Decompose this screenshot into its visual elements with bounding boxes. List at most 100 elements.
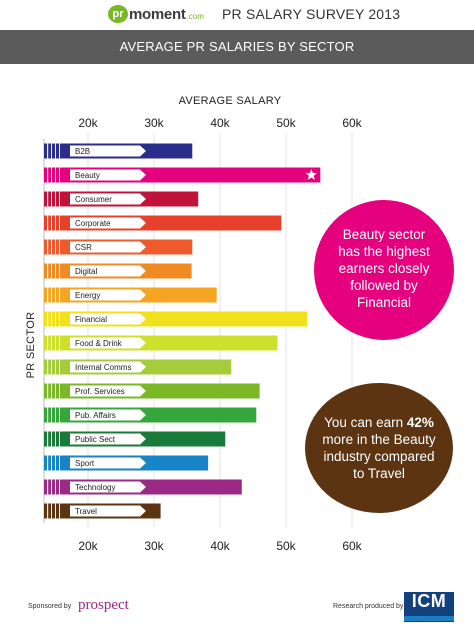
bar-label-beauty: Beauty xyxy=(75,171,100,180)
bar-stripe xyxy=(47,383,49,399)
x-tick-label-top: 30k xyxy=(144,116,164,130)
x-tick-label-top: 20k xyxy=(78,116,98,130)
bar-stripe xyxy=(51,503,52,519)
bar-stripe xyxy=(47,455,49,471)
bar-label-digital: Digital xyxy=(75,267,97,276)
travel-callout-body: You can earn 42% more in the Beauty indu… xyxy=(319,414,439,482)
bar-stripe xyxy=(47,503,49,519)
bar-label-tag xyxy=(70,505,146,517)
icm-logo-stripe xyxy=(404,616,454,621)
bar-label-tag xyxy=(70,145,146,157)
survey-title: PR SALARY SURVEY 2013 xyxy=(222,6,401,22)
star-icon xyxy=(305,169,317,180)
bar-stripe xyxy=(47,239,49,255)
bar-stripe xyxy=(55,167,56,183)
bar-stripe xyxy=(47,407,49,423)
logo-dotcom: .com xyxy=(186,12,204,21)
bar-stripe xyxy=(47,143,49,159)
bar-label-food-drink: Food & Drink xyxy=(75,339,123,348)
bar-stripe xyxy=(51,335,52,351)
bar-stripe xyxy=(51,191,52,207)
bar-label-tag xyxy=(70,409,146,421)
bar-stripe xyxy=(55,263,56,279)
bar-label-travel: Travel xyxy=(75,507,97,516)
bar-stripe xyxy=(55,311,56,327)
bar-label-public-sect: Public Sect xyxy=(75,435,116,444)
bar-label-pub-affairs: Pub. Affairs xyxy=(75,411,116,420)
sponsored-label: Sponsored by xyxy=(28,603,72,610)
bar-label-tag xyxy=(70,313,146,325)
prospect-logo[interactable]: prospect xyxy=(78,597,129,613)
bar-label-tag xyxy=(70,361,146,373)
bar-stripe xyxy=(55,479,56,495)
x-tick-label-top: 60k xyxy=(342,116,362,130)
bar-stripe xyxy=(55,503,56,519)
travel-callout-pre: You can earn xyxy=(324,415,407,430)
bar-label-tag xyxy=(70,385,146,397)
bar-stripe xyxy=(51,359,52,375)
y-axis-title: PR SECTOR xyxy=(25,312,37,379)
bar-stripe xyxy=(59,167,60,183)
logo-pr-badge: pr xyxy=(108,5,128,23)
x-tick-label-top: 50k xyxy=(276,116,296,130)
x-axis-title: AVERAGE SALARY xyxy=(179,95,282,107)
bar-stripe xyxy=(47,191,49,207)
bar-stripe xyxy=(51,431,52,447)
bar-stripe xyxy=(47,263,49,279)
travel-callout-post: more in the Beauty industry compared to … xyxy=(322,432,436,481)
prmoment-logo[interactable]: pr moment .com xyxy=(108,2,204,26)
x-tick-label-bottom: 30k xyxy=(144,539,164,553)
travel-callout-pct: 42% xyxy=(406,415,434,430)
bar-stripe xyxy=(55,455,56,471)
bar-label-tag xyxy=(70,169,146,181)
research-label: Research produced by xyxy=(333,603,404,610)
bar-stripe xyxy=(51,455,52,471)
bar-label-tag xyxy=(70,193,146,205)
bar-label-tag xyxy=(70,457,146,469)
bar-stripe xyxy=(59,239,60,255)
bar-stripe xyxy=(51,311,52,327)
beauty-callout-bubble xyxy=(314,200,454,340)
bar-label-tag xyxy=(70,217,146,229)
bar-stripe xyxy=(59,407,60,423)
bar-stripe xyxy=(51,383,52,399)
x-tick-label-bottom: 40k xyxy=(210,539,230,553)
bar-stripe xyxy=(59,287,60,303)
bar-stripe xyxy=(51,239,52,255)
bar-label-b2b: B2B xyxy=(75,147,90,156)
x-tick-label-bottom: 60k xyxy=(342,539,362,553)
bar-stripe xyxy=(55,239,56,255)
bar-label-prof-services: Prof. Services xyxy=(75,387,125,396)
bar-label-corporate: Corporate xyxy=(75,219,111,228)
bar-stripe xyxy=(51,215,52,231)
bar-stripe xyxy=(59,263,60,279)
bar-stripe xyxy=(47,287,49,303)
x-tick-label-top: 40k xyxy=(210,116,230,130)
bar-stripe xyxy=(47,215,49,231)
bar-label-csr: CSR xyxy=(75,243,92,252)
travel-callout-text: You can earn 42% more in the Beauty indu… xyxy=(305,396,453,500)
bar-label-sport: Sport xyxy=(75,459,95,468)
bar-stripe xyxy=(47,359,49,375)
beauty-callout-label: Beauty sector has the highest earners cl… xyxy=(338,226,430,310)
bar-stripe xyxy=(51,287,52,303)
bar-stripe xyxy=(55,359,56,375)
bar-label-consumer: Consumer xyxy=(75,195,112,204)
bar-stripe xyxy=(51,263,52,279)
bar-label-financial: Financial xyxy=(75,315,107,324)
bar-stripe xyxy=(47,311,49,327)
bar-stripe xyxy=(59,503,60,519)
bar-stripe xyxy=(55,215,56,231)
beauty-callout-text: Beauty sector has the highest earners cl… xyxy=(314,208,454,328)
bar-stripe xyxy=(51,167,52,183)
bar-stripe xyxy=(55,287,56,303)
chart-title: AVERAGE PR SALARIES BY SECTOR xyxy=(119,39,355,54)
bar-stripe xyxy=(47,431,49,447)
bar-stripe xyxy=(59,191,60,207)
bar-stripe xyxy=(59,143,60,159)
bar-label-tag xyxy=(70,433,146,445)
bar-stripe xyxy=(59,335,60,351)
bar-stripe xyxy=(55,431,56,447)
bar-stripe xyxy=(51,479,52,495)
bar-stripe xyxy=(51,407,52,423)
